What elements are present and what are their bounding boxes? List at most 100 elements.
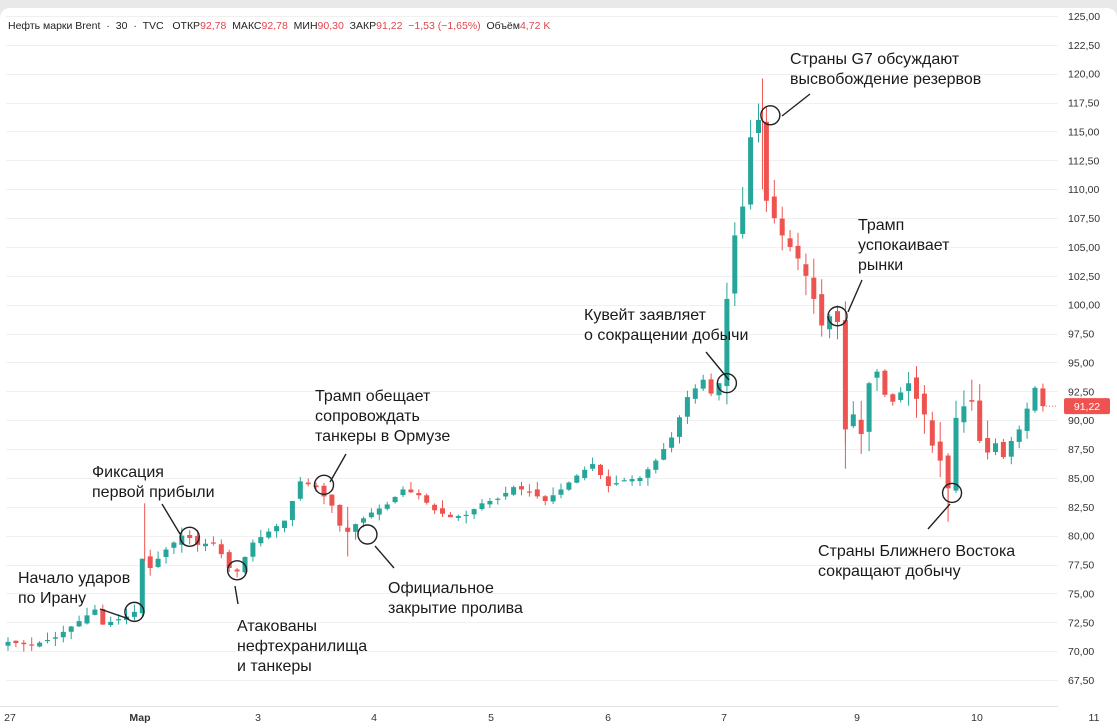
- candle: [163, 546, 169, 564]
- interval: 30: [115, 20, 128, 32]
- annotation-label: Страны G7 обсуждают высвобождение резерво…: [790, 51, 981, 88]
- y-tick-label: 120,00: [1068, 69, 1100, 81]
- candle-body: [1008, 440, 1014, 457]
- annotation-label: Кувейт заявляет о сокращении добычи: [584, 307, 748, 344]
- candle: [37, 641, 43, 648]
- candle-body: [353, 524, 359, 532]
- y-tick-label: 80,00: [1068, 531, 1094, 543]
- candle: [416, 489, 422, 500]
- candle: [605, 469, 611, 493]
- candle: [858, 400, 864, 454]
- candle: [258, 529, 264, 547]
- candle-body: [329, 494, 335, 506]
- price-chart[interactable]: 67,50 70,00 72,50 75,00 77,50 80,00 82,50 85,00…: [0, 8, 1117, 728]
- candle-body: [76, 621, 82, 627]
- candle-body: [503, 492, 509, 497]
- volume-label: Объём: [486, 20, 520, 32]
- candle: [993, 438, 998, 456]
- annotation-label: Страны Ближнего Востока сокращают добычу: [818, 543, 1015, 580]
- candle-body: [621, 480, 627, 482]
- candle-body: [771, 196, 777, 219]
- annotations: Начало ударов по Ирану Фиксация первой приб…: [18, 51, 1015, 675]
- candle: [376, 504, 382, 521]
- candle: [92, 604, 98, 616]
- candle-body: [969, 400, 975, 402]
- candle-body: [440, 508, 445, 514]
- y-tick-label: 92,50: [1068, 386, 1094, 398]
- candle-body: [961, 406, 967, 423]
- candle-body: [763, 121, 769, 201]
- annotation-marker: [716, 373, 738, 394]
- candle: [906, 371, 912, 406]
- candle-body: [653, 460, 659, 470]
- candle: [779, 206, 785, 251]
- candle-body: [914, 377, 919, 399]
- last-price-label: 91,22: [1074, 401, 1100, 413]
- candle-body: [740, 206, 746, 234]
- candle: [203, 538, 208, 551]
- candle: [60, 625, 66, 643]
- candle-body: [29, 644, 35, 646]
- candle-body: [756, 119, 761, 133]
- candle: [100, 604, 106, 625]
- candle: [977, 384, 983, 443]
- annotation-label: Трамп успокаивает рынки: [858, 217, 950, 274]
- candle-body: [748, 137, 754, 205]
- annotation: Атакованы нефтехранилища и танкеры: [226, 560, 367, 675]
- candle: [748, 119, 754, 210]
- candle-body: [993, 443, 998, 453]
- candle: [526, 484, 532, 497]
- candle-body: [1000, 442, 1006, 458]
- candle-body: [368, 512, 374, 518]
- candle-body: [361, 518, 366, 523]
- candle-body: [866, 383, 872, 432]
- x-axis: 27 Мар 3 4 5 6 7 9 10 11: [4, 712, 1099, 724]
- y-tick-label: 105,00: [1068, 242, 1100, 254]
- candle: [914, 366, 919, 418]
- y-tick-label: 107,50: [1068, 213, 1100, 225]
- candle-body: [68, 626, 74, 632]
- x-tick-label: 27: [4, 712, 16, 724]
- candle-body: [131, 611, 137, 617]
- candle: [621, 477, 627, 482]
- candle-body: [827, 316, 833, 330]
- candle: [598, 464, 603, 479]
- candle: [384, 501, 390, 511]
- x-tick-label: 11: [1089, 712, 1100, 724]
- candle-body: [297, 481, 303, 499]
- candle-body: [321, 485, 327, 497]
- candle-body: [732, 235, 738, 294]
- candle: [637, 476, 643, 487]
- x-tick-label: 3: [255, 712, 261, 724]
- candle-body: [850, 414, 856, 427]
- candle: [400, 486, 406, 498]
- y-tick-label: 95,00: [1068, 357, 1094, 369]
- y-tick-label: 75,00: [1068, 588, 1094, 600]
- annotation-marker: [357, 524, 378, 545]
- candle-body: [52, 637, 58, 639]
- annotation-marker: [124, 601, 145, 623]
- candle-body: [195, 535, 201, 545]
- candle: [534, 481, 540, 499]
- x-tick-label: 10: [971, 712, 983, 724]
- candle: [692, 384, 698, 404]
- high-value: 92,78: [261, 20, 288, 32]
- candle: [819, 279, 825, 337]
- candle: [155, 551, 161, 568]
- annotation: Страны G7 обсуждают высвобождение резерво…: [760, 51, 981, 126]
- candle-body: [590, 464, 596, 469]
- annotation-marker: [827, 306, 848, 327]
- annotation-leader: [234, 585, 239, 605]
- candle: [1040, 383, 1046, 412]
- candle: [890, 393, 896, 406]
- candle-body: [977, 400, 983, 441]
- low-value: 90,30: [317, 20, 344, 32]
- candle-body: [811, 277, 817, 299]
- candle-body: [929, 420, 935, 446]
- volume-value: 4,72 K: [519, 20, 551, 32]
- candle-body: [392, 496, 398, 503]
- candle-body: [108, 621, 114, 626]
- candle-body: [171, 542, 177, 548]
- candle: [613, 475, 619, 486]
- annotation-leader: [99, 608, 130, 620]
